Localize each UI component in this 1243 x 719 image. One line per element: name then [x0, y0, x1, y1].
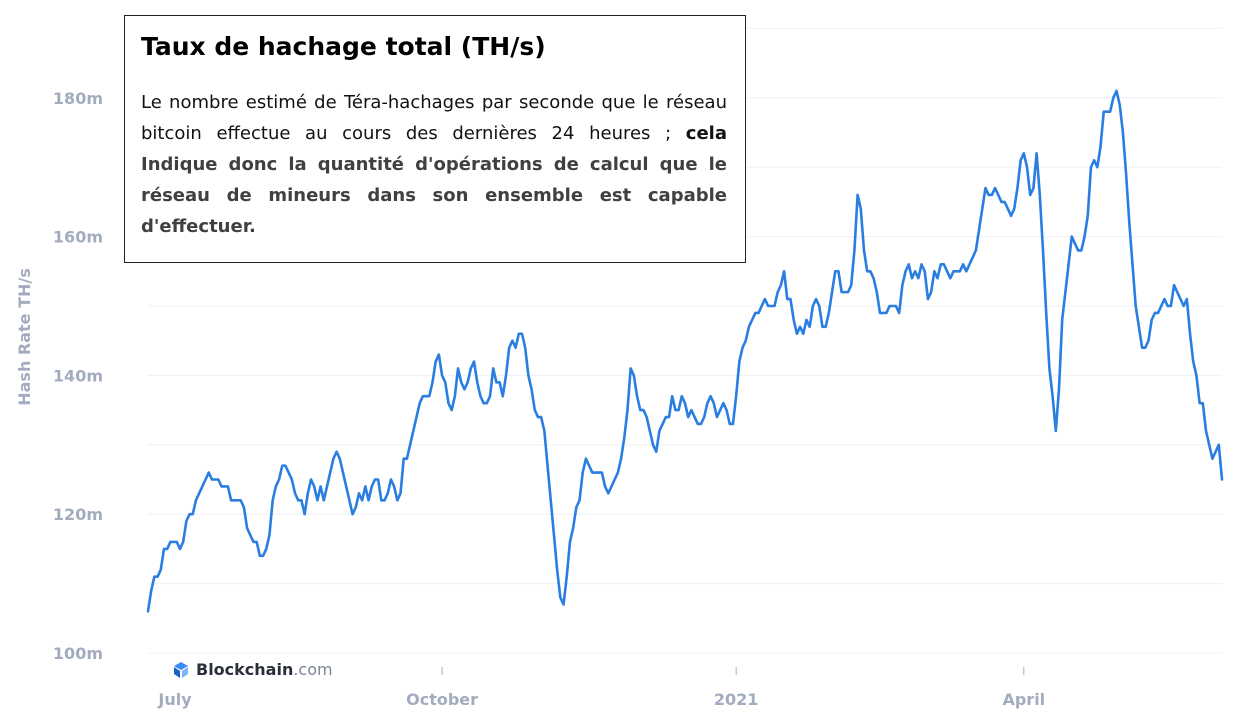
brand-name: Blockchain	[196, 660, 294, 679]
y-tick-label: 100m	[53, 644, 103, 663]
y-tick-label: 120m	[53, 505, 103, 524]
info-text-bold-2: Indique donc la quantité d'opérations de…	[141, 154, 727, 237]
x-axis-ticks: July October 2021 April	[157, 667, 1045, 709]
blockchain-brand: Blockchain .com	[172, 660, 333, 679]
x-tick-label: 2021	[714, 690, 759, 709]
y-axis-label: Hash Rate TH/s	[15, 268, 34, 406]
y-tick-label: 140m	[53, 366, 103, 385]
x-tick-label: April	[1002, 690, 1045, 709]
y-tick-label: 180m	[53, 89, 103, 108]
y-axis-ticks: 100m 120m 140m 160m 180m	[53, 89, 103, 663]
brand-suffix: .com	[293, 660, 333, 679]
info-title: Taux de hachage total (TH/s)	[141, 32, 546, 61]
info-description: Le nombre estimé de Téra-hachages par se…	[141, 87, 727, 242]
info-box: Taux de hachage total (TH/s) Le nombre e…	[124, 15, 746, 263]
info-text-bold-1: cela	[685, 123, 727, 144]
x-tick-label: October	[406, 690, 478, 709]
hash-rate-series-line	[146, 89, 1224, 613]
blockchain-cube-icon	[174, 661, 188, 678]
x-tick-label: July	[157, 690, 192, 709]
info-text-plain: Le nombre estimé de Téra-hachages par se…	[141, 92, 727, 144]
y-tick-label: 160m	[53, 228, 103, 247]
